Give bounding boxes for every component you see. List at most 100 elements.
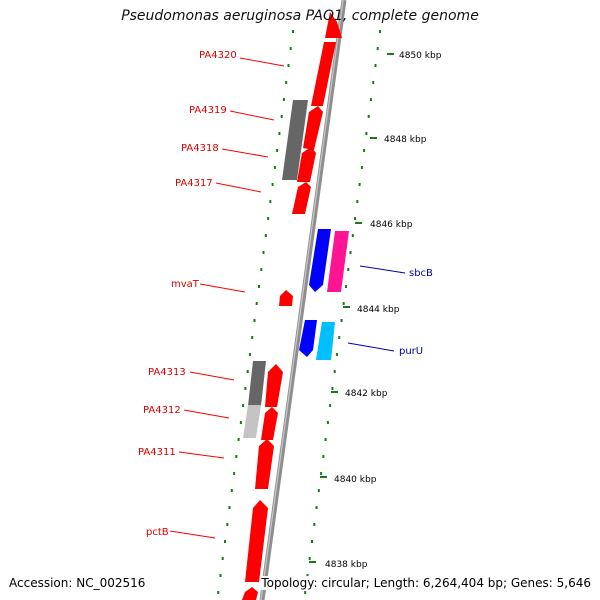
track-dot [276,149,279,152]
track-dot [260,268,263,271]
red-gene-bottom [242,587,258,600]
accession-label: Accession: NC_002516 [9,576,146,590]
gene-label[interactable]: purU [399,346,423,357]
scale-tick-label: 4838 kbp [325,560,368,570]
track-dot [363,149,366,152]
track-dot [349,251,352,254]
track-dot [271,183,274,186]
track-dot [326,421,329,424]
track-dot [289,47,292,50]
gene-label[interactable]: sbcB [409,268,433,279]
red-gene-pa4317 [292,182,311,214]
track-dot [379,30,381,33]
track-dot [230,489,233,492]
magenta-feature-sbcb [327,231,349,292]
track-dot [251,336,254,339]
track-dot [338,336,341,339]
gene-leader-line [215,182,262,193]
gene-leader-line [183,409,230,419]
red-gene-pa4313 [265,364,283,407]
gene-leader-line [359,265,406,274]
track-dot [242,404,245,407]
track-dot [342,302,345,305]
red-gene-pa4311 [255,439,274,489]
genome-summary: Topology: circular; Length: 6,264,404 bp… [261,576,591,590]
track-dot [356,200,359,203]
scale-tick-label: 4840 kbp [334,475,377,485]
red-gene-mvat [279,290,293,306]
track-dot [324,438,327,441]
scale-tick-label: 4846 kbp [370,220,413,230]
red-gene-pctb [245,500,268,582]
track-dot [372,81,375,84]
track-dot [354,217,357,220]
track-dot [262,251,265,254]
track-dot [273,166,276,169]
gray-feature-pa4319 [282,100,308,180]
gene-leader-line [239,57,285,67]
track-dot [347,268,350,271]
scale-tick-label: 4848 kbp [384,135,427,145]
lightgray-feature-pa4312 [243,405,261,438]
red-gene-pa4318 [297,147,316,182]
track-dot [237,438,240,441]
gene-label[interactable]: PA4311 [138,447,176,458]
track-dot [235,455,238,458]
gene-leader-line [221,148,269,158]
track-dot [224,540,226,543]
gene-label[interactable]: PA4318 [181,143,219,154]
track-dot [269,200,272,203]
gene-leader-line [199,283,246,293]
track-dot [282,98,285,101]
track-dot [360,166,363,169]
gene-label[interactable]: PA4317 [175,178,213,189]
track-dot [340,319,343,322]
track-dot [280,115,283,118]
track-dot [333,370,336,373]
track-dot [322,455,325,458]
track-dot [335,353,338,356]
track-dot [228,506,231,509]
scale-ticks: 4850 kbp 4848 kbp 4846 kbp 4844 kbp 4842… [309,51,442,570]
track-dot [351,234,354,237]
track-dot [345,285,347,288]
gene-label[interactable]: mvaT [171,279,200,290]
track-dot [320,472,323,475]
track-dot [331,387,334,390]
track-dot [311,540,313,543]
gene-leader-line [347,342,395,352]
track-dot [308,557,311,560]
track-dot [246,370,249,373]
track-dot [376,47,379,50]
track-dot [329,404,332,407]
track-dot [239,421,242,424]
gene-label[interactable]: PA4312 [143,405,181,416]
red-gene-top-pa4320-upper [325,12,342,38]
track-dot [315,506,318,509]
gene-leader-line [178,451,225,459]
gene-label[interactable]: pctB [146,527,169,538]
track-dot [365,132,368,135]
track-dot [358,183,361,186]
gene-label[interactable]: PA4313 [148,367,186,378]
track-dot [304,591,307,594]
gene-label[interactable]: PA4320 [199,50,237,61]
track-dot [313,523,316,526]
track-dot [267,217,270,220]
track-dot [226,523,229,526]
track-dot [248,353,251,356]
track-dot [367,115,370,118]
gene-labels-left: PA4320 PA4319 PA4318 PA4317 mvaT PA4313 … [138,50,285,539]
track-dot [217,591,220,594]
track-dot [285,81,288,84]
genome-backbone [259,0,347,600]
track-dot [317,489,320,492]
gene-label[interactable]: PA4319 [189,105,227,116]
track-dot [374,64,377,67]
track-dot [221,557,224,560]
genome-title: Pseudomonas aeruginosa PAO1, complete ge… [121,8,479,24]
blue-gene-puru [299,320,317,357]
gray-feature-pa4313 [248,361,266,406]
track-dot [306,574,309,577]
track-dot [258,285,260,288]
